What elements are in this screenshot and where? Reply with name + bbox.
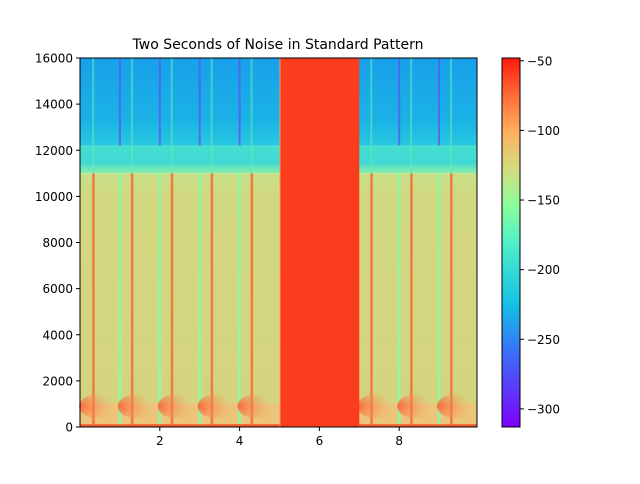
- impulse-line: [250, 173, 254, 427]
- y-tick-label: 12000: [35, 144, 73, 158]
- impulse-line: [370, 173, 373, 427]
- boundary-line-upper: [398, 58, 401, 146]
- impulse-lowfreq-blob: [79, 394, 116, 419]
- noise-block: [279, 58, 360, 427]
- colorbar-tick-label: −200: [527, 263, 560, 277]
- spectrogram-band: [80, 145, 477, 174]
- boundary-line-lower: [158, 173, 162, 427]
- impulse-line: [130, 173, 134, 427]
- boundary-line-lower: [238, 173, 242, 427]
- impulse-line: [410, 173, 413, 427]
- axes: 2 4 6 8 0 2000 4000 6000 8000 10000 12000 14000 1600…: [35, 52, 478, 448]
- colorbar-tick-label: −150: [527, 194, 560, 208]
- boundary-line-lower: [118, 173, 122, 427]
- boundary-line-lower: [437, 173, 441, 427]
- colorbar: −50 −100 −150 −200 −250 −300: [501, 54, 560, 428]
- x-tick-label: 2: [156, 434, 164, 448]
- impulse-lowfreq-blob: [157, 394, 194, 419]
- colorbar-tick-label: −100: [527, 124, 560, 138]
- impulse-lowfreq-blob: [437, 394, 474, 419]
- spectrogram-band: [80, 58, 477, 146]
- colorbar-gradient: [501, 57, 521, 428]
- impulse-lowfreq-blob: [397, 394, 434, 419]
- y-tick-label: 4000: [42, 328, 73, 342]
- spectrogram-band: [80, 173, 477, 404]
- x-tick-label: 6: [316, 434, 324, 448]
- impulse-line-upper: [410, 58, 413, 174]
- y-tick-label: 6000: [42, 282, 73, 296]
- impulse-line: [210, 173, 214, 427]
- colorbar-tick-label: −50: [527, 54, 552, 68]
- chart-title: Two Seconds of Noise in Standard Pattern: [132, 37, 424, 53]
- impulse-line-upper: [170, 58, 173, 174]
- y-tick-label: 2000: [42, 374, 73, 388]
- boundary-line-lower: [198, 173, 202, 427]
- boundary-line-lower: [397, 173, 401, 427]
- impulse-lowfreq-blob: [357, 394, 394, 419]
- impulse-line-upper: [92, 58, 95, 174]
- y-tick-label: 10000: [35, 190, 73, 204]
- x-tick-label: 4: [236, 434, 244, 448]
- y-tick-label: 16000: [35, 52, 73, 66]
- x-tick-label: 8: [395, 434, 403, 448]
- impulse-lowfreq-blob: [197, 394, 234, 419]
- impulse-line-upper: [250, 58, 253, 174]
- y-tick-label: 0: [65, 421, 73, 435]
- boundary-line-upper: [118, 58, 121, 146]
- impulse-line: [170, 173, 174, 427]
- y-tick-label: 8000: [42, 236, 73, 250]
- impulse-lowfreq-blob: [237, 394, 274, 419]
- noise-block-edge: [279, 58, 281, 427]
- plot-area: [79, 58, 477, 427]
- colorbar-tick-label: −300: [527, 402, 560, 416]
- impulse-line: [92, 173, 95, 427]
- impulse-line-upper: [210, 58, 213, 174]
- dc-strip: [80, 424, 477, 427]
- impulse-lowfreq-blob: [117, 394, 154, 419]
- boundary-line-upper: [198, 58, 201, 146]
- y-tick-label: 14000: [35, 98, 73, 112]
- colorbar-tick-label: −250: [527, 333, 560, 347]
- impulse-line-upper: [450, 58, 453, 174]
- boundary-line-upper: [238, 58, 241, 146]
- impulse-line: [450, 173, 453, 427]
- impulse-line-upper: [130, 58, 133, 174]
- impulse-line-upper: [370, 58, 373, 174]
- boundary-line-upper: [438, 58, 441, 146]
- boundary-line-upper: [158, 58, 161, 146]
